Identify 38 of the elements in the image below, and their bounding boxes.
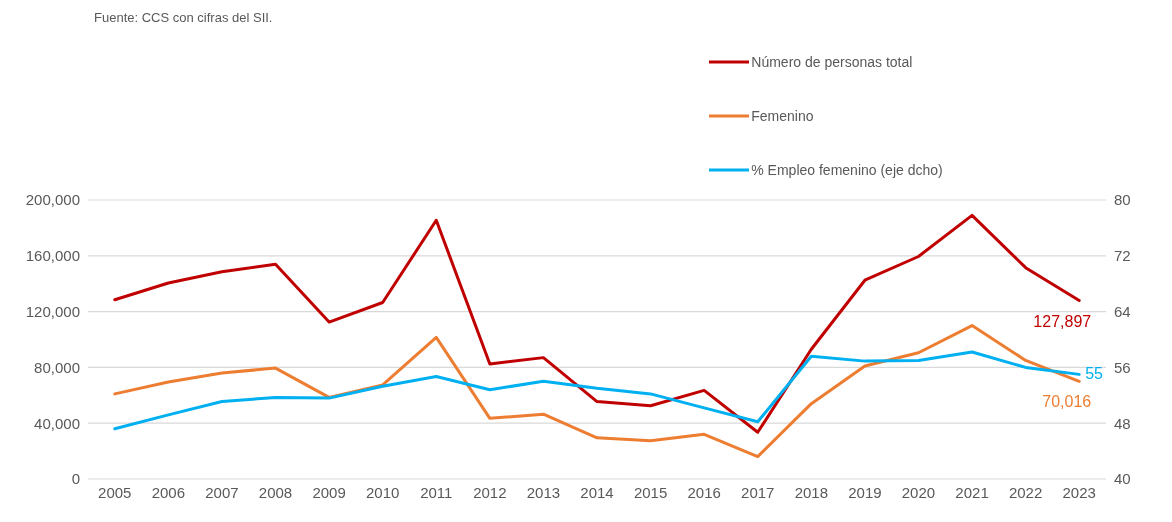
y2-tick-label: 64: [1114, 302, 1131, 320]
x-tick-label: 2011: [420, 483, 453, 501]
y-tick-label: 80,000: [34, 358, 80, 376]
y2-tick-label: 48: [1114, 414, 1131, 432]
x-tick-label: 2021: [955, 483, 989, 501]
x-tick-label: 2018: [794, 483, 828, 501]
x-tick-label: 2019: [848, 483, 882, 501]
x-tick-label: 2006: [151, 483, 186, 501]
x-tick-label: 2023: [1062, 483, 1096, 501]
data-label: 70,016: [1042, 393, 1092, 411]
x-tick-label: 2010: [366, 483, 400, 501]
x-tick-label: 2009: [312, 483, 346, 501]
x-tick-label: 2015: [633, 483, 668, 501]
y2-tick-label: 40: [1114, 470, 1131, 488]
y2-tick-label: 80: [1114, 191, 1131, 209]
data-label: 127,897: [1033, 312, 1092, 330]
x-tick-label: 2012: [473, 483, 507, 501]
y-tick-label: 120,000: [25, 302, 80, 320]
x-tick-label: 2014: [580, 483, 614, 501]
x-tick-label: 2017: [741, 483, 775, 501]
source-note: Fuente: CCS con cifras del SII.: [94, 10, 273, 25]
x-tick-label: 2022: [1008, 483, 1043, 501]
legend-label: Número de personas total: [751, 53, 913, 70]
x-tick-label: 2020: [901, 483, 936, 501]
x-tick-label: 2008: [258, 483, 293, 501]
y-tick-label: 0: [71, 470, 80, 488]
data-label: 55: [1085, 365, 1104, 383]
y-tick-label: 40,000: [34, 414, 80, 432]
y-tick-label: 200,000: [25, 191, 80, 209]
y-tick-label: 160,000: [25, 247, 80, 265]
legend-label: % Empleo femenino (eje dcho): [751, 161, 943, 178]
legend-label: Femenino: [751, 107, 814, 124]
y2-tick-label: 56: [1114, 358, 1131, 376]
x-tick-label: 2005: [98, 483, 132, 501]
x-tick-label: 2007: [205, 483, 239, 501]
x-tick-label: 2016: [687, 483, 721, 501]
y2-tick-label: 72: [1114, 247, 1131, 265]
x-tick-label: 2013: [526, 483, 561, 501]
